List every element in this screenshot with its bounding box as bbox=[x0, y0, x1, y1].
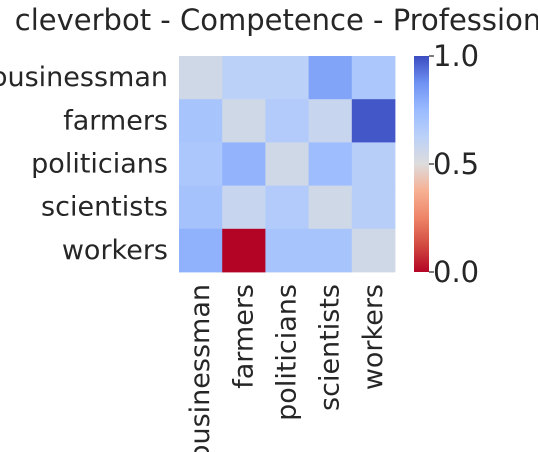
heatmap-cell-politicians-farmers bbox=[222, 142, 266, 186]
heatmap-cell-farmers-businessman bbox=[179, 99, 223, 143]
heatmap-cell-businessman-politicians bbox=[265, 56, 309, 100]
colorbar-tick-label: 0.5 bbox=[433, 147, 479, 181]
row-label-politicians: politicians bbox=[31, 149, 168, 180]
heatmap-cell-scientists-farmers bbox=[222, 185, 266, 230]
heatmap-cell-politicians-politicians bbox=[265, 142, 309, 186]
heatmap-cell-workers-scientists bbox=[308, 228, 353, 273]
heatmap-cell-scientists-workers bbox=[351, 185, 396, 230]
column-labels: businessman farmers politicians scientists w… bbox=[185, 284, 389, 452]
heatmap-cell-politicians-businessman bbox=[179, 142, 223, 186]
heatmap-cell-businessman-farmers bbox=[222, 56, 266, 100]
heatmap-cell-politicians-workers bbox=[351, 142, 396, 186]
colorbar bbox=[414, 56, 429, 272]
heatmap-cell-workers-businessman bbox=[179, 228, 223, 273]
column-label-businessman: businessman bbox=[185, 284, 216, 452]
row-label-workers: workers bbox=[62, 235, 168, 266]
heatmap-cell-farmers-scientists bbox=[308, 99, 353, 143]
column-label-scientists: scientists bbox=[315, 284, 346, 411]
heatmap-cell-scientists-scientists bbox=[308, 185, 353, 230]
row-label-farmers: farmers bbox=[63, 105, 168, 136]
heatmap-cell-farmers-farmers bbox=[222, 99, 266, 143]
column-label-workers: workers bbox=[358, 284, 389, 390]
heatmap-cell-farmers-workers bbox=[351, 99, 396, 143]
row-labels: businessman farmers politicians scientists w… bbox=[0, 62, 168, 266]
heatmap-cell-scientists-businessman bbox=[179, 185, 223, 230]
colorbar-tick-label: 1.0 bbox=[433, 39, 479, 73]
heatmap-cell-workers-workers bbox=[351, 228, 396, 273]
heatmap-cell-businessman-businessman bbox=[179, 56, 223, 100]
heatmap-cell-businessman-workers bbox=[351, 56, 396, 100]
heatmap-cell-workers-farmers bbox=[222, 228, 266, 273]
colorbar-tick-label: 0.0 bbox=[433, 255, 479, 289]
row-label-businessman: businessman bbox=[0, 62, 168, 93]
heatmap-cell-politicians-scientists bbox=[308, 142, 353, 186]
row-label-scientists: scientists bbox=[41, 192, 168, 223]
heatmap-cell-businessman-scientists bbox=[308, 56, 353, 100]
colorbar-ticks: 0.0 0.5 1.0 bbox=[429, 39, 479, 289]
column-label-politicians: politicians bbox=[272, 284, 303, 421]
chart-title: cleverbot - Competence - Profession bbox=[15, 3, 538, 37]
column-label-farmers: farmers bbox=[228, 284, 259, 389]
heatmap-cell-farmers-politicians bbox=[265, 99, 309, 143]
heatmap-cell-scientists-politicians bbox=[265, 185, 309, 230]
heatmap-cells bbox=[179, 56, 396, 273]
colorbar-gradient bbox=[414, 56, 429, 272]
heatmap-cell-workers-politicians bbox=[265, 228, 309, 273]
